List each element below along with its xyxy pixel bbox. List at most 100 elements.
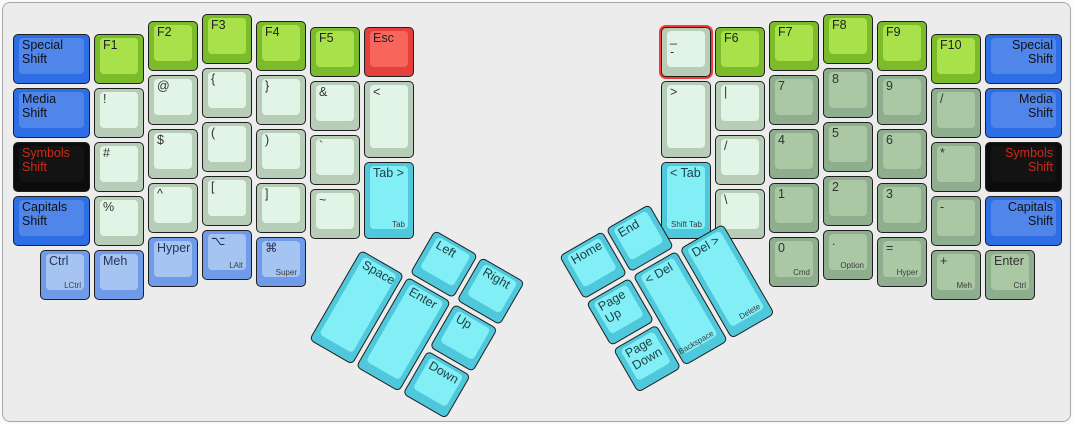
key-ampersand[interactable]: & [310, 81, 360, 131]
key-special-shift-left[interactable]: Special Shift [13, 34, 90, 84]
key-capitals-shift-right[interactable]: Capitals Shift [985, 196, 1062, 246]
key-media-shift-left[interactable]: Media Shift [13, 88, 90, 138]
key-dollar[interactable]: $ [148, 129, 198, 179]
key-f9[interactable]: F9 [877, 21, 927, 71]
key-symbols-shift-left[interactable]: Symbols Shift [13, 142, 90, 192]
key-less-than[interactable]: < [364, 81, 414, 158]
key-label: + [940, 254, 948, 268]
key-num-0[interactable]: 0 Cmd [769, 237, 819, 287]
key-f5[interactable]: F5 [310, 27, 360, 77]
key-label: Capitals Shift [1007, 200, 1053, 228]
keycap-surface: Left [419, 236, 471, 287]
key-special-shift-right[interactable]: Special Shift [985, 34, 1062, 84]
key-rbracket[interactable]: ] [256, 183, 306, 233]
key-f1[interactable]: F1 [94, 34, 144, 84]
key-num-1[interactable]: 1 [769, 183, 819, 233]
key-label: 4 [778, 133, 785, 147]
keycap-surface: 0 Cmd [775, 241, 813, 277]
key-slash[interactable]: / [715, 135, 765, 185]
key-f7[interactable]: F7 [769, 21, 819, 71]
keycap-surface: F7 [775, 25, 813, 61]
key-media-shift-right[interactable]: Media Shift [985, 88, 1062, 138]
key-label: | [724, 85, 728, 99]
keycap-surface: Right [466, 263, 518, 314]
key-label: 0 [778, 241, 785, 255]
keycap-surface: 6 [883, 133, 921, 169]
key-f10[interactable]: F10 [931, 34, 981, 84]
key-label: # [103, 146, 110, 160]
key-period[interactable]: . Option [823, 230, 873, 280]
key-super[interactable]: ⌘ Super [256, 237, 306, 287]
key-equals[interactable]: = Hyper [877, 237, 927, 287]
keycap-surface: Home [566, 237, 618, 288]
key-pipe[interactable]: | [715, 81, 765, 131]
key-hash[interactable]: # [94, 142, 144, 192]
key-f6[interactable]: F6 [715, 27, 765, 77]
key-lbrace[interactable]: { [202, 68, 252, 118]
key-label: % [103, 200, 115, 214]
key-tilde[interactable]: ~ [310, 189, 360, 239]
keycap-surface: > [667, 85, 705, 148]
key-label: 8 [832, 72, 839, 86]
key-capitals-shift-left[interactable]: Capitals Shift [13, 196, 90, 246]
key-label: Ctrl [49, 254, 69, 268]
key-label: Meh [103, 254, 128, 268]
key-numpad-plus[interactable]: + Meh [931, 250, 981, 300]
key-label: 7 [778, 79, 785, 93]
key-numpad-div[interactable]: / [931, 88, 981, 138]
keycap-surface: Symbols Shift [991, 146, 1056, 182]
key-enter-right[interactable]: Enter Ctrl [985, 250, 1035, 300]
key-f2[interactable]: F2 [148, 21, 198, 71]
key-lalt[interactable]: ⌥ LAlt [202, 230, 252, 280]
key-lparen[interactable]: ( [202, 122, 252, 172]
key-num-2[interactable]: 2 [823, 176, 873, 226]
key-num-7[interactable]: 7 [769, 75, 819, 125]
keycap-surface: F10 [937, 38, 975, 74]
key-label: = [886, 241, 894, 255]
key-shift-tab[interactable]: < Tab Shift Tab [661, 162, 711, 239]
key-num-6[interactable]: 6 [877, 129, 927, 179]
keycap-surface: F4 [262, 25, 300, 61]
key-label: Symbols Shift [1005, 146, 1053, 174]
key-lbracket[interactable]: [ [202, 176, 252, 226]
key-num-5[interactable]: 5 [823, 122, 873, 172]
key-f8[interactable]: F8 [823, 14, 873, 64]
key-label: < Tab [670, 166, 701, 180]
key-num-3[interactable]: 3 [877, 183, 927, 233]
key-f4[interactable]: F4 [256, 21, 306, 71]
key-caret[interactable]: ^ [148, 183, 198, 233]
key-tab[interactable]: Tab > Tab [364, 162, 414, 239]
key-rparen[interactable]: ) [256, 129, 306, 179]
keycap-surface: + Meh [937, 254, 975, 290]
keycap-surface: Capitals Shift [19, 200, 84, 236]
key-label: ~ [319, 193, 327, 207]
key-label: 2 [832, 180, 839, 194]
key-at[interactable]: @ [148, 75, 198, 125]
key-greater-than[interactable]: > [661, 81, 711, 158]
key-percent[interactable]: % [94, 196, 144, 246]
key-label: F3 [211, 18, 226, 32]
key-meh[interactable]: Meh [94, 250, 144, 300]
key-label: ⌘ [265, 241, 278, 255]
key-num-8[interactable]: 8 [823, 68, 873, 118]
keycap-surface: 3 [883, 187, 921, 223]
key-f3[interactable]: F3 [202, 14, 252, 64]
key-underscore-hyphen[interactable]: _ - [661, 27, 711, 77]
key-esc[interactable]: Esc [364, 27, 414, 77]
key-numpad-minus[interactable]: - [931, 196, 981, 246]
keycap-surface: ` [316, 139, 354, 175]
key-symbols-shift-right[interactable]: Symbols Shift [985, 142, 1062, 192]
keycap-surface: Down [412, 356, 464, 408]
key-numpad-mult[interactable]: * [931, 142, 981, 192]
key-num-9[interactable]: 9 [877, 75, 927, 125]
key-backtick[interactable]: ` [310, 135, 360, 185]
key-num-4[interactable]: 4 [769, 129, 819, 179]
keycap-surface: 7 [775, 79, 813, 115]
key-hyper[interactable]: Hyper [148, 237, 198, 287]
key-label: Right [480, 264, 513, 292]
keycap-surface: Capitals Shift [991, 200, 1056, 236]
key-ctrl-left[interactable]: Ctrl LCtrl [40, 250, 90, 300]
key-exclam[interactable]: ! [94, 88, 144, 138]
key-rbrace[interactable]: } [256, 75, 306, 125]
